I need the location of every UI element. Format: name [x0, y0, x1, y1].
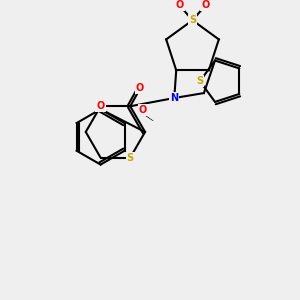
Text: S: S: [189, 15, 196, 25]
Text: O: O: [176, 0, 184, 11]
Text: O: O: [201, 0, 209, 11]
Text: S: S: [196, 76, 203, 86]
Text: O: O: [136, 83, 144, 94]
Text: O: O: [139, 105, 147, 115]
Text: O: O: [97, 101, 105, 111]
Text: S: S: [127, 153, 134, 163]
Text: N: N: [170, 93, 178, 103]
